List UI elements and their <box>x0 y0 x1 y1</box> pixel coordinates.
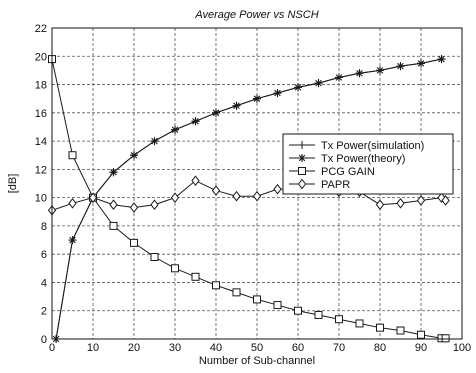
legend-marker-asterisk <box>298 154 306 162</box>
data-point-diamond <box>252 190 262 202</box>
data-point-diamond <box>170 192 180 203</box>
data-point-asterisk <box>253 94 261 103</box>
x-tick-label: 30 <box>169 342 181 354</box>
x-tick-label: 70 <box>333 342 345 354</box>
y-tick-label: 6 <box>41 249 47 261</box>
x-tick-label: 60 <box>292 342 304 354</box>
data-point-asterisk <box>68 236 77 245</box>
data-point-square <box>171 264 179 273</box>
legend-label: PCG GAIN <box>321 166 375 178</box>
y-tick-label: 22 <box>35 23 47 35</box>
x-tick-label: 80 <box>374 342 386 354</box>
legend-item: PAPR <box>289 178 350 191</box>
chart-title: Average Power vs NSCH <box>194 9 318 21</box>
data-point-square <box>335 315 343 324</box>
legend-item: Tx Power(theory) <box>289 153 405 165</box>
data-point-square <box>68 151 77 160</box>
data-point-asterisk <box>355 69 364 78</box>
y-tick-label: 0 <box>41 334 47 346</box>
data-point-square <box>253 295 261 304</box>
y-tick-label: 16 <box>35 108 47 120</box>
data-point-diamond <box>416 195 426 206</box>
data-point-diamond <box>150 199 159 211</box>
legend-label: Tx Power(theory) <box>321 153 405 165</box>
y-tick-label: 4 <box>41 277 47 289</box>
data-point-diamond <box>68 197 77 209</box>
series-3 <box>48 55 450 343</box>
data-point-asterisk <box>150 137 159 146</box>
y-axis-label: [dB] <box>7 174 19 194</box>
data-point-square <box>212 281 220 290</box>
series-layer <box>47 55 450 343</box>
data-point-square <box>109 221 118 230</box>
data-point-asterisk <box>130 151 138 160</box>
x-tick-label: 20 <box>128 342 140 354</box>
data-point-square <box>273 301 282 310</box>
data-point-square <box>232 288 241 297</box>
legend: Tx Power(simulation)Tx Power(theory)PCG … <box>282 133 454 195</box>
x-tick-label: 40 <box>210 342 222 354</box>
data-point-square <box>376 323 384 332</box>
data-point-square <box>150 253 159 262</box>
data-point-diamond <box>441 195 450 206</box>
series-line <box>51 58 446 339</box>
legend-item: Tx Power(simulation) <box>289 140 424 152</box>
data-point-asterisk <box>232 101 241 110</box>
data-point-asterisk <box>437 55 446 64</box>
x-tick-label: 100 <box>453 342 471 354</box>
data-point-square <box>396 326 405 335</box>
tick-labels: 0 10 20 30 40 50 60 70 80 90 100 0 2 4 6 8 10 12 14 16 18 20 2… <box>35 23 471 354</box>
legend-marker-plus <box>298 141 306 149</box>
plot-frame <box>51 27 463 340</box>
y-tick-label: 20 <box>35 51 47 63</box>
x-tick-label: 50 <box>251 342 263 354</box>
data-point-asterisk <box>171 125 179 134</box>
data-point-diamond <box>129 202 139 213</box>
y-tick-label: 14 <box>35 136 47 148</box>
y-tick-label: 8 <box>41 221 47 233</box>
data-point-asterisk <box>335 73 343 82</box>
legend-marker-diamond <box>297 178 307 190</box>
data-point-square <box>294 306 302 315</box>
data-point-square <box>130 238 138 247</box>
data-point-diamond <box>88 192 98 203</box>
data-point-diamond <box>396 197 405 209</box>
data-point-diamond <box>232 190 241 202</box>
data-point-asterisk <box>212 108 220 117</box>
y-tick-label: 12 <box>35 164 47 176</box>
x-tick-label: 0 <box>49 342 55 354</box>
data-point-diamond <box>109 199 118 211</box>
legend-label: Tx Power(simulation) <box>321 140 424 152</box>
data-point-asterisk <box>109 168 118 177</box>
data-point-asterisk <box>273 89 282 98</box>
data-point-asterisk <box>417 59 425 68</box>
y-tick-label: 2 <box>41 306 47 318</box>
data-point-square <box>441 334 450 343</box>
data-point-diamond <box>191 175 200 186</box>
series-2 <box>52 55 446 343</box>
x-tick-label: 90 <box>415 342 427 354</box>
data-point-asterisk <box>294 83 302 92</box>
legend-item: PCG GAIN <box>289 166 375 178</box>
data-point-square <box>417 330 425 339</box>
legend-label: PAPR <box>321 179 350 191</box>
data-point-square <box>191 272 200 281</box>
data-point-diamond <box>273 183 282 195</box>
data-point-diamond <box>375 199 385 211</box>
series-1 <box>52 55 446 343</box>
legend-marker-square <box>298 167 306 175</box>
data-point-square <box>314 310 323 319</box>
data-point-asterisk <box>191 117 200 126</box>
y-tick-label: 10 <box>35 193 47 205</box>
data-point-asterisk <box>376 66 384 75</box>
x-axis-label: Number of Sub-channel <box>199 355 315 367</box>
y-tick-label: 18 <box>35 80 47 92</box>
data-point-square <box>355 319 364 328</box>
x-tick-label: 10 <box>87 342 99 354</box>
data-point-diamond <box>211 185 221 196</box>
data-point-asterisk <box>314 79 323 88</box>
data-point-asterisk <box>396 62 405 71</box>
